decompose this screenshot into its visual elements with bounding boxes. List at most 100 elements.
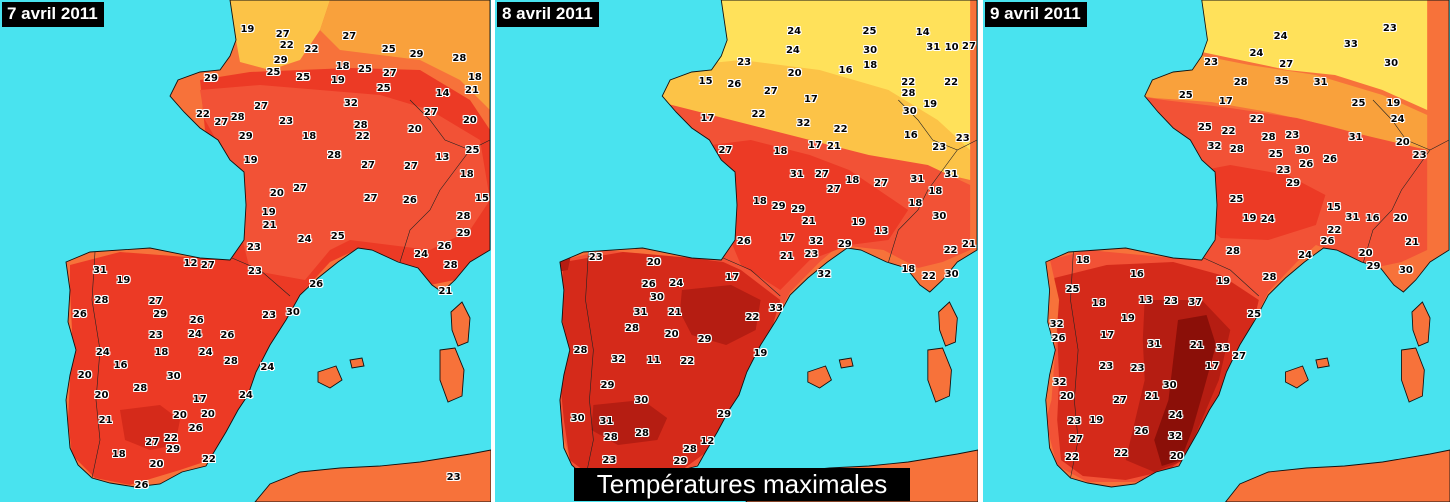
temperature-reading: 28 — [573, 345, 588, 357]
temperature-reading: 28 — [1229, 144, 1244, 156]
temperature-reading: 26 — [1320, 236, 1335, 248]
temperature-reading: 28 — [327, 149, 342, 161]
temperature-reading: 20 — [646, 256, 661, 268]
temperature-reading: 26 — [1051, 332, 1066, 344]
temperature-reading: 27 — [874, 177, 889, 189]
temperature-reading: 25 — [330, 230, 345, 242]
temperature-reading: 25 — [1197, 121, 1212, 133]
temperature-reading: 19 — [1120, 313, 1135, 325]
temperature-reading: 32 — [1049, 318, 1064, 330]
temperature-reading: 32 — [796, 117, 811, 129]
temperature-reading: 26 — [309, 279, 324, 291]
temperature-reading: 13 — [435, 152, 450, 164]
temperature-reading: 30 — [902, 105, 917, 117]
temperature-reading: 27 — [815, 168, 829, 180]
temperature-reading: 29 — [697, 333, 712, 345]
temperature-reading: 23 — [602, 454, 617, 466]
temperature-reading: 31 — [1147, 338, 1162, 350]
temperature-reading: 27 — [214, 117, 229, 129]
temperature-reading: 29 — [1366, 260, 1381, 272]
temperature-reading: 22 — [279, 40, 294, 52]
temperature-reading: 27 — [342, 30, 357, 42]
temperature-reading: 21 — [962, 239, 976, 251]
temperature-reading: 30 — [863, 45, 878, 57]
temperature-reading: 22 — [1327, 224, 1342, 236]
temperature-reading: 31 — [789, 168, 804, 180]
temperature-reading: 24 — [1249, 48, 1264, 60]
temperature-reading: 23 — [1276, 164, 1291, 176]
temperature-reading: 28 — [94, 294, 109, 306]
temperature-reading: 31 — [93, 265, 107, 277]
temperature-reading: 24 — [95, 347, 110, 359]
temperature-reading: 20 — [462, 114, 477, 126]
temperature-reading: 29 — [1286, 177, 1301, 189]
temperature-reading: 22 — [921, 271, 936, 283]
temperature-reading: 28 — [603, 432, 618, 444]
temperature-reading: 27 — [200, 259, 215, 271]
map-panel-april-8: 8 avril 2011 18 15 17 19 16 14 17 18 17 18 20 19 16 1… — [495, 0, 978, 502]
temperature-reading: 23 — [279, 116, 294, 128]
temperature-reading: 33 — [769, 302, 783, 314]
temperature-reading: 21 — [1405, 237, 1420, 249]
temperature-reading: 27 — [1232, 350, 1247, 362]
temperature-reading: 24 — [188, 328, 202, 340]
temperature-reading: 18 — [863, 59, 878, 71]
temperature-reading: 30 — [1295, 144, 1310, 156]
temperature-reading: 28 — [443, 260, 458, 272]
temperature-reading: 31 — [926, 42, 941, 54]
temperature-reading: 32 — [1207, 140, 1222, 152]
temperature-reading: 27 — [363, 193, 378, 205]
temperature-reading: 20 — [1358, 247, 1373, 259]
temperature-reading: 31 — [910, 174, 925, 186]
temperature-reading: 16 — [1129, 269, 1144, 281]
temperature-reading: 28 — [635, 428, 650, 440]
temperature-reading: 23 — [1130, 363, 1145, 375]
temperature-reading: 24 — [1168, 409, 1183, 421]
temperature-reading: 24 — [1273, 31, 1288, 43]
temperature-reading: 19 — [116, 274, 131, 286]
temperature-reading: 25 — [296, 71, 311, 83]
temperature-reading: 23 — [588, 251, 603, 263]
temperature-map-april-9 — [983, 0, 1450, 502]
temperature-reading: 22 — [164, 433, 178, 445]
temperature-reading: 18 — [335, 61, 350, 73]
temperature-reading: 20 — [787, 68, 802, 80]
date-label: 7 avril 2011 — [2, 2, 104, 27]
temperature-reading: 28 — [456, 211, 471, 223]
temperature-reading: 22 — [944, 77, 959, 89]
temperature-reading: 20 — [269, 188, 284, 200]
temperature-reading: 28 — [223, 356, 238, 368]
temperature-reading: 30 — [634, 394, 649, 406]
temperature-reading: 28 — [133, 383, 148, 395]
temperature-reading: 25 — [1351, 98, 1366, 110]
temperature-reading: 28 — [452, 53, 467, 65]
temperature-reading: 32 — [1168, 430, 1183, 442]
temperature-reading: 22 — [1221, 126, 1236, 138]
temperature-reading: 18 — [1091, 298, 1106, 309]
temperature-reading: 26 — [437, 241, 452, 253]
temperature-reading: 14 — [915, 27, 930, 39]
temperature-reading: 10 — [944, 41, 959, 53]
temperature-reading: 27 — [423, 107, 438, 119]
temperature-reading: 22 — [304, 44, 319, 56]
temperature-reading: 19 — [1089, 414, 1104, 426]
temperature-reading: 28 — [625, 323, 639, 335]
temperature-reading: 26 — [1323, 153, 1337, 165]
temperature-reading: 20 — [407, 123, 422, 135]
temperature-reading: 21 — [1145, 391, 1159, 403]
temperature-reading: 37 — [1188, 296, 1203, 308]
temperature-reading: 19 — [1242, 212, 1257, 224]
temperature-reading: 18 — [773, 145, 788, 157]
temperature-reading: 25 — [1268, 148, 1283, 160]
temperature-reading: 19 — [240, 24, 255, 36]
temperature-reading: 18 — [752, 196, 767, 208]
temperature-reading: 19 — [851, 217, 866, 229]
temperature-reading: 27 — [145, 436, 160, 448]
temperature-reading: 27 — [293, 183, 307, 195]
temperature-reading: 31 — [944, 169, 959, 181]
temperature-reading: 32 — [817, 268, 832, 280]
temperature-reading: 21 — [438, 285, 453, 297]
temperature-reading: 20 — [200, 409, 215, 421]
temperature-reading: 21 — [826, 140, 841, 152]
temperature-reading: 21 — [779, 250, 794, 262]
